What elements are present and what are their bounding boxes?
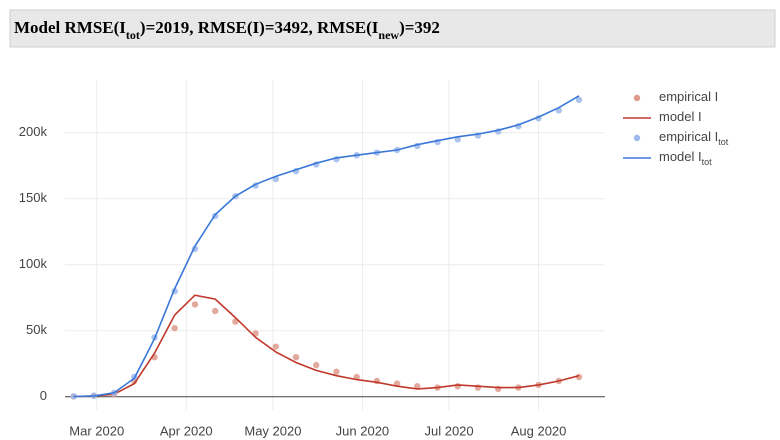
y-tick-label: 0	[40, 388, 47, 403]
y-tick-label: 200k	[19, 124, 48, 139]
legend-marker	[633, 94, 641, 102]
x-tick-label: Jul 2020	[424, 423, 473, 438]
legend-subscript: tot	[702, 157, 713, 167]
title-text: Model RMSE(I	[14, 18, 126, 37]
x-tick-label: Apr 2020	[160, 423, 213, 438]
x-tick-label: Mar 2020	[69, 423, 124, 438]
legend-label: model Itot	[659, 149, 712, 167]
data-line	[73, 294, 580, 398]
header-bar	[9, 9, 776, 48]
x-tick-label: May 2020	[244, 423, 301, 438]
title-subscript: new	[378, 28, 399, 42]
y-tick-label: 50k	[26, 322, 47, 337]
header-title: Model RMSE(Itot)=2019, RMSE(I)=3492, RMS…	[14, 18, 440, 42]
title-text: )=392	[399, 18, 440, 37]
legend-name: model I	[659, 109, 702, 124]
legend-name: model I	[659, 149, 702, 164]
legend-label: empirical Itot	[659, 129, 729, 147]
legend-marker	[633, 134, 641, 142]
title-subscript: tot	[126, 28, 140, 42]
data-point	[211, 307, 219, 315]
data-point	[333, 368, 340, 375]
data-line	[73, 95, 580, 398]
data-point	[171, 324, 178, 332]
data-point	[575, 96, 583, 104]
x-tick-label: Aug 2020	[511, 423, 567, 438]
y-tick-label: 150k	[19, 190, 48, 205]
data-point	[191, 301, 199, 308]
y-tick-label: 100k	[19, 256, 48, 271]
legend-label: empirical I	[659, 89, 718, 104]
legend-name: empirical I	[659, 89, 718, 104]
data-point	[494, 385, 502, 393]
data-point	[454, 383, 461, 390]
legend-name: empirical I	[659, 129, 718, 144]
x-tick-label: Jun 2020	[336, 423, 390, 438]
title-text: )=2019, RMSE(I)=3492, RMSE(I	[140, 18, 379, 37]
data-point	[292, 354, 300, 361]
data-point	[70, 393, 77, 400]
data-point	[272, 343, 280, 350]
legend-label: model I	[659, 109, 702, 124]
data-point	[313, 361, 320, 369]
data-point	[414, 383, 421, 390]
legend-subscript: tot	[718, 137, 729, 147]
